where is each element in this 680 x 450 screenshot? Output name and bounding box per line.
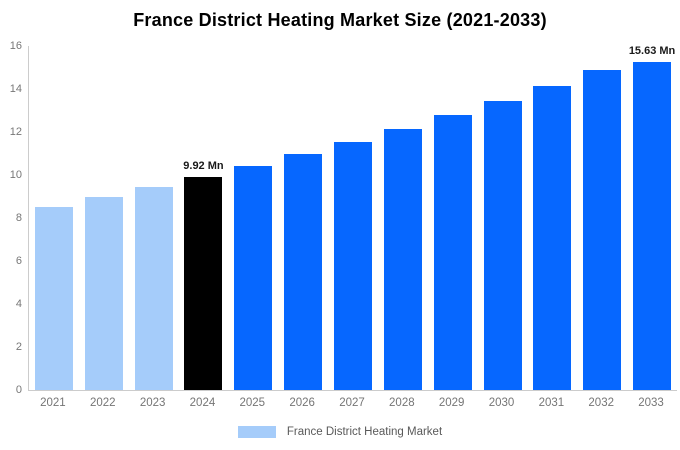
y-tick-label-8: 8	[15, 212, 22, 224]
bar-2023	[134, 187, 173, 390]
y-tick-label-2: 2	[15, 341, 22, 353]
bar-2030	[483, 101, 522, 390]
bar-value-label-2024: 9.92 Mn	[183, 159, 224, 172]
bar-slot-2023	[129, 46, 179, 390]
y-axis: 0 2 4 6 8 10 12 14 16	[0, 0, 22, 450]
legend: France District Heating Market	[0, 426, 680, 438]
bar-slot-2024: 9.92 Mn	[179, 46, 229, 390]
y-tick-label-14: 14	[9, 83, 22, 95]
x-axis: 2021 2022 2023 2024 2025 2026 2027 2028 2029 2030…	[28, 397, 676, 409]
plot-area: 9.92 Mn 15.63 Mn	[28, 46, 677, 391]
bar-2022	[84, 197, 123, 390]
bar-slot-2029	[428, 46, 478, 390]
x-tick-label-2022: 2022	[89, 397, 116, 409]
bar-2027	[333, 141, 372, 390]
bar-slot-2021	[29, 46, 79, 390]
bar-2026	[284, 154, 323, 390]
x-tick-label-2029: 2029	[438, 397, 465, 409]
bar-slot-2030	[478, 46, 528, 390]
x-tick-label-2032: 2032	[588, 397, 614, 409]
legend-label: France District Heating Market	[286, 426, 443, 438]
x-tick-label-2028: 2028	[389, 397, 415, 409]
bar-slot-2027	[328, 46, 378, 390]
y-tick-label-6: 6	[15, 255, 22, 267]
bar-2032	[583, 69, 622, 390]
x-tick-label-2024: 2024	[189, 397, 216, 409]
bar-2025	[234, 165, 273, 390]
bar-slot-2031	[527, 46, 577, 390]
bar-slot-2026	[278, 46, 328, 390]
bar-slot-2022	[79, 46, 129, 390]
y-tick-label-0: 0	[15, 384, 22, 396]
y-tick-label-10: 10	[9, 169, 22, 181]
bar-slot-2028	[378, 46, 428, 390]
chart-title: France District Heating Market Size (202…	[133, 10, 547, 30]
bar-2028	[383, 129, 422, 390]
bar-2029	[433, 115, 472, 390]
bar-2031	[533, 86, 572, 390]
x-tick-label-2023: 2023	[139, 397, 166, 409]
x-tick-label-2025: 2025	[239, 397, 266, 409]
x-tick-label-2033: 2033	[638, 397, 664, 409]
y-tick-label-12: 12	[9, 126, 22, 138]
x-tick-label-2031: 2031	[538, 397, 565, 409]
bar-2033	[633, 62, 672, 390]
bar-value-label-2033: 15.63 Mn	[628, 45, 676, 57]
bar-2021	[34, 206, 73, 390]
x-tick-label-2021: 2021	[40, 397, 66, 409]
bar-slot-2033: 15.63 Mn	[627, 46, 677, 390]
x-tick-label-2030: 2030	[488, 397, 515, 409]
legend-swatch-icon	[237, 426, 276, 438]
y-tick-label-4: 4	[15, 298, 22, 310]
bar-slot-2025	[228, 46, 278, 390]
x-tick-label-2026: 2026	[289, 397, 315, 409]
y-tick-label-16: 16	[9, 40, 22, 52]
bar-2024	[184, 176, 223, 390]
bar-slot-2032	[577, 46, 627, 390]
x-tick-label-2027: 2027	[339, 397, 365, 409]
